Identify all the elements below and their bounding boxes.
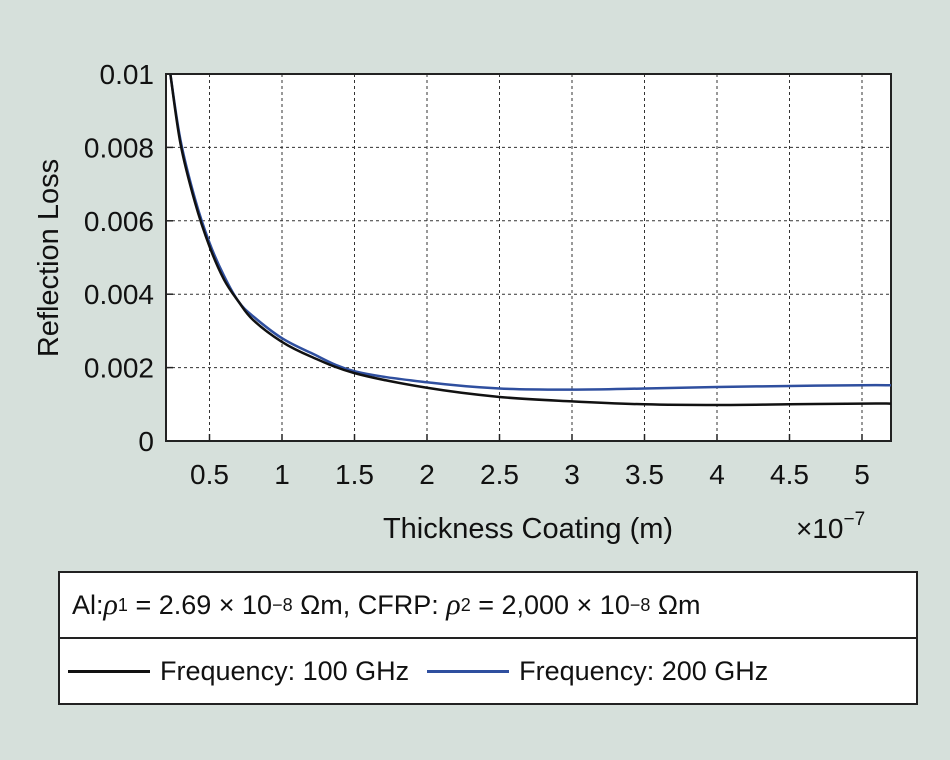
rho1-subscript: 1: [117, 594, 128, 615]
plot-frame: [165, 73, 892, 442]
grid: [166, 73, 891, 442]
x-axis-exponent: ×10−7: [796, 509, 865, 544]
rho1-unit: Ωm, CFRP:: [292, 589, 447, 620]
rho1-exponent: −8: [272, 594, 293, 615]
rho1-value: = 2.69 × 10: [127, 589, 273, 620]
x-tick-label: 3: [564, 459, 580, 490]
x-axis-ticks: 0.5 1 1.5 2 2.5 3 3.5 4 4.5 5: [190, 434, 870, 490]
x-tick-label: 4.5: [770, 459, 809, 490]
rho2-symbol: ρ: [446, 588, 461, 621]
x-tick-label: 1: [274, 459, 290, 490]
x-exponent-base: ×10: [796, 513, 844, 544]
x-tick-label: 5: [854, 459, 870, 490]
series-line-200ghz: [169, 73, 892, 391]
y-axis-ticks: 0 0.002 0.004 0.006 0.008 0.01: [84, 59, 173, 457]
legend-al: Al:: [72, 589, 104, 620]
legend-label-200ghz: Frequency: 200 GHz: [519, 655, 769, 686]
rho2-unit: Ωm: [650, 589, 701, 620]
x-axis-label: Thickness Coating (m): [383, 513, 673, 545]
x-tick-label: 0.5: [190, 459, 229, 490]
rho1-symbol: ρ: [103, 588, 118, 621]
y-axis-label: Reflection Loss: [33, 159, 65, 357]
x-tick-label: 2.5: [480, 459, 519, 490]
legend-entries: Frequency: 100 GHz Frequency: 200 GHz: [60, 639, 916, 703]
y-tick-label: 0.006: [84, 206, 154, 237]
legend-label-100ghz: Frequency: 100 GHz: [160, 655, 410, 686]
x-tick-label: 4: [709, 459, 725, 490]
legend-item-100ghz: Frequency: 100 GHz: [68, 656, 409, 687]
rho2-subscript: 2: [460, 594, 471, 615]
x-tick-label: 1.5: [335, 459, 374, 490]
x-tick-label: 2: [419, 459, 435, 490]
y-tick-label: 0.002: [84, 353, 154, 384]
rho2-value: = 2,000 × 10: [470, 589, 630, 620]
y-tick-label: 0: [138, 426, 154, 457]
series-line-100ghz: [169, 73, 892, 407]
chart: 0.5 1 1.5 2 2.5 3 3.5 4 4.5 5 0 0.002 0.004 0.006 0.0…: [33, 59, 892, 545]
y-tick-label: 0.004: [84, 279, 154, 310]
series: [169, 73, 892, 407]
plot-background: [166, 74, 891, 441]
y-tick-label: 0.008: [84, 132, 154, 163]
rho2-exponent: −8: [629, 594, 651, 615]
legend-item-200ghz: Frequency: 200 GHz: [427, 656, 768, 687]
y-tick-label: 0.01: [100, 59, 155, 90]
x-tick-label: 3.5: [625, 459, 664, 490]
x-exponent-power: −7: [844, 509, 866, 530]
legend-line-100ghz: [68, 669, 150, 673]
legend-line-200ghz: [427, 669, 510, 673]
